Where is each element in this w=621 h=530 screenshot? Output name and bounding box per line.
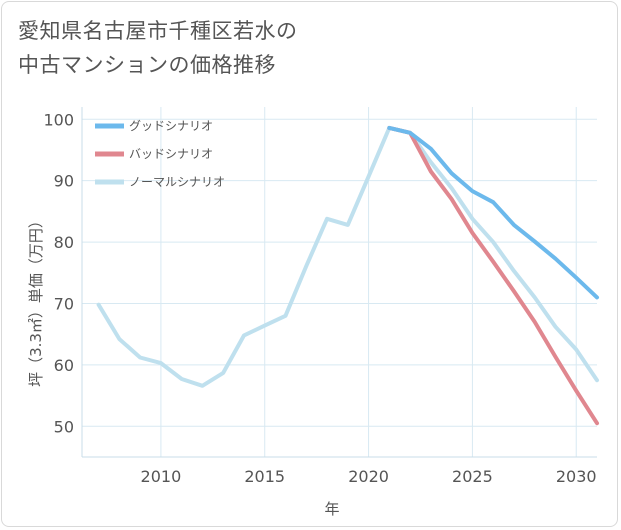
y-tick-labels: 50 60 70 80 90 100 [43,110,74,436]
legend-label: グッドシナリオ [129,119,213,133]
y-tick-label: 60 [54,356,74,375]
y-tick-label: 80 [54,233,74,252]
y-tick-label: 50 [54,417,74,436]
y-axis-label: 坪（3.3㎡）単価（万円） [27,213,45,387]
legend-label: ノーマルシナリオ [129,175,225,189]
series-lines [96,125,599,426]
x-tick-label: 2015 [244,467,285,486]
legend-label: バッドシナリオ [129,147,213,161]
title-line-1: 愛知県名古屋市千種区若水の [18,19,298,43]
y-tick-label: 100 [43,110,74,129]
x-tick-label: 2025 [452,467,493,486]
series-line-2 [96,125,599,388]
x-tick-label: 2020 [348,467,389,486]
y-tick-label: 70 [54,294,74,313]
x-tick-labels: 2010 2015 2020 2025 2030 [141,467,597,486]
series-line-1 [387,125,599,426]
series-line-0 [387,125,599,300]
y-tick-label: 90 [54,172,74,191]
x-tick-label: 2010 [141,467,182,486]
title-line-2: 中古マンションの価格推移 [18,53,276,77]
x-axis-label: 年 [324,500,339,518]
grid-lines [81,107,597,458]
chart-title: 愛知県名古屋市千種区若水の 中古マンションの価格推移 [18,14,578,82]
x-tick-label: 2030 [556,467,597,486]
